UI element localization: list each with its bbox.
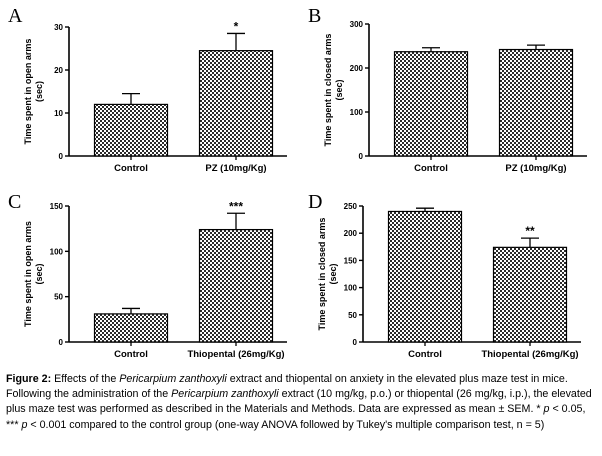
- caption-p-1: p: [543, 403, 550, 416]
- y-axis-label-line: Time spent in closed arms: [323, 34, 333, 147]
- y-tick-label: 30: [54, 23, 63, 32]
- caption-text-2: extract and thiopental on anxiety in the…: [6, 373, 568, 401]
- y-tick-label: 100: [344, 284, 358, 293]
- y-tick-label: 50: [348, 311, 357, 320]
- y-tick-label: 0: [353, 338, 358, 347]
- caption-label: Figure 2:: [6, 373, 52, 385]
- bar-chart-d: D Time spent in closed arms (sec) 0 50 100 150…: [308, 191, 581, 360]
- y-tick-label: 10: [54, 109, 63, 118]
- category-label: PZ (10mg/Kg): [205, 163, 266, 174]
- significance-marker: *: [234, 19, 239, 33]
- y-axis-label-line: Time spent in open arms: [23, 39, 33, 145]
- caption-text-3: extract (10 mg/kg, p.o.) or thiopental (…: [6, 388, 592, 416]
- panel-c: C Time spent in open arms (sec) 0 50 100 150 Co…: [0, 186, 300, 366]
- y-axis-label-line: Time spent in open arms: [23, 221, 33, 327]
- bar: [93, 103, 169, 157]
- significance-marker: ***: [229, 199, 243, 213]
- panel-letter: C: [8, 191, 21, 213]
- panel-b: B Time spent in closed arms (sec) 0 100 200 30…: [300, 0, 600, 180]
- category-label: Thiopental (26mg/Kg): [187, 349, 284, 360]
- y-tick-label: 300: [350, 20, 364, 29]
- panel-letter: A: [8, 5, 23, 27]
- bar: [393, 51, 469, 157]
- figure-caption: Figure 2: Effects of the Pericarpium zan…: [6, 372, 598, 433]
- y-tick-label: 50: [54, 293, 63, 302]
- bar: [387, 210, 463, 343]
- y-tick-label: 200: [350, 64, 364, 73]
- category-label: Control: [408, 349, 442, 360]
- caption-species-2: Pericarpium zanthoxyli: [171, 388, 279, 401]
- y-tick-label: 150: [344, 256, 358, 265]
- category-label: Control: [114, 163, 148, 174]
- y-tick-label: 0: [59, 338, 64, 347]
- y-tick-label: 100: [50, 247, 64, 256]
- y-axis-label-line: (sec): [334, 79, 344, 100]
- panel-letter: D: [308, 191, 322, 213]
- y-axis-label: Time spent in open arms (sec): [23, 39, 44, 145]
- category-label: Thiopental (26mg/Kg): [481, 349, 578, 360]
- y-axis-label-line: (sec): [34, 263, 44, 284]
- y-tick-label: 250: [344, 202, 358, 211]
- bar: [492, 246, 568, 343]
- bar: [498, 48, 574, 157]
- y-tick-label: 150: [50, 202, 64, 211]
- panel-d: D Time spent in closed arms (sec) 0 50 100 150…: [300, 186, 600, 366]
- caption-species-1: Pericarpium zanthoxyli: [119, 373, 227, 385]
- y-tick-label: 0: [359, 152, 364, 161]
- caption-text-1: Effects of the: [51, 373, 120, 385]
- bar: [198, 50, 274, 157]
- bar: [93, 313, 169, 343]
- category-label: PZ (10mg/Kg): [505, 163, 566, 174]
- significance-marker: **: [525, 224, 535, 238]
- category-label: Control: [414, 163, 448, 174]
- panel-a: A Time spent in open arms (sec) 0 10 20 30 Cont…: [0, 0, 300, 180]
- caption-p-2: p: [21, 418, 28, 431]
- y-axis-label-line: (sec): [34, 81, 44, 102]
- caption-text-5: < 0.001 compared to the control group (o…: [27, 418, 545, 431]
- y-axis-label: Time spent in closed arms (sec): [317, 218, 338, 331]
- y-tick-label: 200: [344, 229, 358, 238]
- bar: [198, 228, 274, 343]
- panel-letter: B: [308, 5, 321, 27]
- y-tick-label: 0: [59, 152, 64, 161]
- y-tick-label: 100: [350, 108, 364, 117]
- y-axis-label-line: (sec): [328, 263, 338, 284]
- y-axis-label: Time spent in open arms (sec): [23, 221, 44, 327]
- category-label: Control: [114, 349, 148, 360]
- y-axis-label: Time spent in closed arms (sec): [323, 34, 344, 147]
- caption-text-4: < 0.05, ***: [6, 403, 586, 431]
- y-tick-label: 20: [54, 66, 63, 75]
- y-axis-label-line: Time spent in closed arms: [317, 218, 327, 331]
